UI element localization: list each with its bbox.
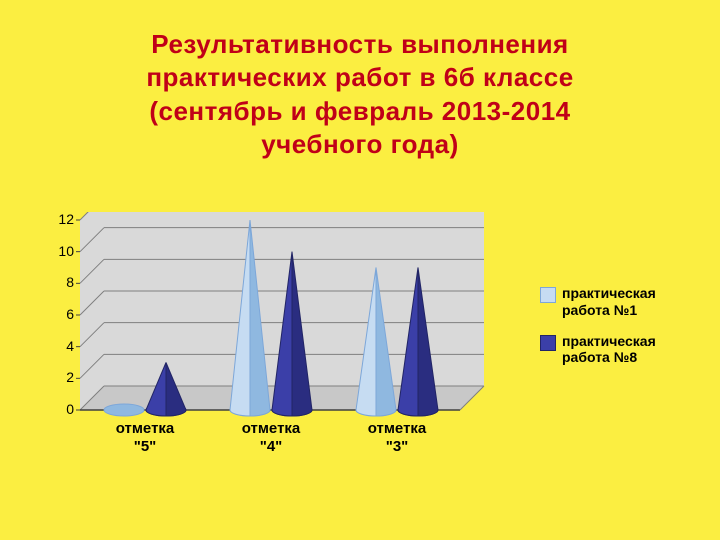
legend-swatch (540, 287, 556, 303)
x-category-label: отметка"5" (90, 420, 200, 456)
legend-swatch (540, 335, 556, 351)
slide: Результативность выполненияпрактических … (0, 0, 720, 540)
legend-item: практическая работа №8 (540, 333, 682, 367)
y-tick-label: 4 (46, 338, 74, 354)
y-tick-label: 6 (46, 306, 74, 322)
x-category-label: отметка"3" (342, 420, 452, 456)
legend: практическая работа №1 практическая работ… (540, 285, 682, 380)
y-tick-label: 0 (46, 401, 74, 417)
y-tick-label: 12 (46, 211, 74, 227)
legend-item: практическая работа №1 (540, 285, 682, 319)
page-title: Результативность выполненияпрактических … (50, 28, 670, 161)
y-tick-label: 8 (46, 274, 74, 290)
y-tick-label: 10 (46, 243, 74, 259)
x-category-label: отметка"4" (216, 420, 326, 456)
legend-label: практическая работа №8 (562, 333, 682, 367)
y-tick-label: 2 (46, 369, 74, 385)
legend-label: практическая работа №1 (562, 285, 682, 319)
